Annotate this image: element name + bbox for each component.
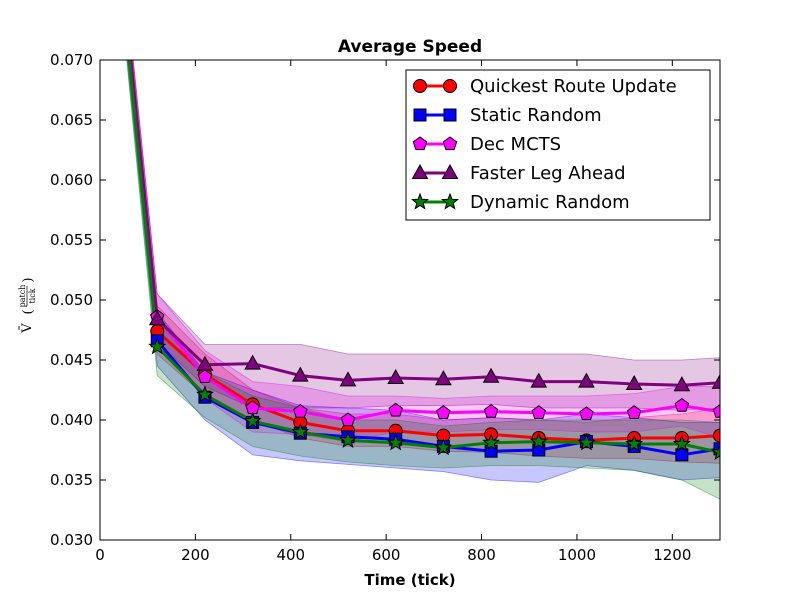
point-dynamic-random bbox=[195, 385, 214, 403]
legend-label-faster-leg-ahead: Faster Leg Ahead bbox=[470, 163, 626, 184]
y-axis-label-numerator: patch bbox=[18, 285, 27, 308]
x-tick-label: 1000 bbox=[558, 546, 596, 564]
legend-marker-quickest-route-update bbox=[443, 79, 457, 93]
point-dec-mcts bbox=[531, 405, 547, 419]
point-dynamic-random bbox=[291, 422, 310, 440]
y-tick-label: 0.030 bbox=[50, 531, 93, 549]
point-dynamic-random bbox=[148, 337, 167, 355]
y-tick-label: 0.055 bbox=[50, 231, 93, 249]
point-static-random bbox=[713, 442, 720, 456]
x-tick-label: 400 bbox=[276, 546, 305, 564]
point-dec-mcts bbox=[483, 403, 499, 418]
legend-marker-dec-mcts bbox=[412, 136, 428, 151]
point-dec-mcts bbox=[340, 412, 356, 427]
point-quickest-route-update bbox=[713, 428, 720, 443]
point-faster-leg-ahead bbox=[387, 368, 405, 384]
legend-label-quickest-route-update: Quickest Route Update bbox=[470, 76, 677, 97]
point-faster-leg-ahead bbox=[625, 374, 643, 390]
legend-marker-faster-leg-ahead bbox=[411, 163, 429, 179]
y-tick-label: 0.060 bbox=[50, 171, 93, 189]
x-axis-label: Time (tick) bbox=[364, 571, 455, 589]
point-dynamic-random bbox=[434, 438, 453, 456]
point-dynamic-random bbox=[672, 434, 691, 452]
series-line-static-random bbox=[128, 60, 720, 457]
x-tick-label: 800 bbox=[467, 546, 496, 564]
point-dec-mcts bbox=[436, 405, 451, 419]
band-dec-mcts bbox=[128, 60, 720, 443]
point-dynamic-random bbox=[386, 433, 405, 451]
legend-marker-static-random bbox=[443, 108, 457, 122]
y-axis-label-symbol: V̄ bbox=[19, 323, 35, 334]
point-faster-leg-ahead bbox=[435, 370, 452, 386]
point-dec-mcts bbox=[197, 369, 213, 383]
point-faster-leg-ahead bbox=[673, 376, 691, 392]
point-dec-mcts bbox=[674, 397, 690, 412]
series-line-dec-mcts bbox=[129, 60, 720, 422]
svg-text:(: ( bbox=[21, 309, 36, 314]
point-dynamic-random bbox=[339, 430, 357, 449]
y-tick-label: 0.065 bbox=[50, 111, 93, 129]
point-static-random bbox=[675, 448, 689, 462]
legend-marker-static-random bbox=[413, 108, 427, 122]
legend-marker-dynamic-random bbox=[411, 192, 429, 210]
point-dynamic-random bbox=[711, 442, 720, 461]
legend-label-dynamic-random: Dynamic Random bbox=[470, 192, 630, 213]
series-line-quickest-route-update bbox=[128, 60, 720, 442]
point-dynamic-random bbox=[577, 433, 596, 451]
point-dynamic-random bbox=[529, 432, 548, 450]
point-faster-leg-ahead bbox=[291, 366, 309, 382]
y-axis-label-denominator: tick bbox=[28, 288, 37, 303]
band-quickest-route-update bbox=[127, 60, 720, 464]
point-dec-mcts bbox=[626, 405, 642, 419]
band-static-random bbox=[126, 60, 720, 483]
legend-box bbox=[405, 69, 711, 221]
point-dec-mcts bbox=[712, 403, 720, 418]
legend-label-static-random: Static Random bbox=[470, 105, 602, 126]
legend-label-dec-mcts: Dec MCTS bbox=[470, 134, 561, 155]
y-tick-label: 0.050 bbox=[50, 291, 93, 309]
series-line-faster-leg-ahead bbox=[129, 60, 720, 387]
point-faster-leg-ahead bbox=[530, 372, 548, 388]
svg-text:): ) bbox=[21, 277, 36, 282]
point-dec-mcts bbox=[293, 403, 308, 418]
point-faster-leg-ahead bbox=[339, 371, 357, 387]
y-tick-label: 0.040 bbox=[50, 411, 93, 429]
series-line-dynamic-random bbox=[127, 60, 720, 454]
band-faster-leg-ahead bbox=[127, 60, 720, 411]
point-faster-leg-ahead bbox=[711, 373, 720, 389]
point-faster-leg-ahead bbox=[196, 355, 214, 371]
point-dec-mcts bbox=[388, 402, 403, 417]
y-axis-label: V̄ ( patch tick ) bbox=[18, 277, 37, 333]
y-tick-label: 0.035 bbox=[50, 471, 93, 489]
point-faster-leg-ahead bbox=[578, 372, 595, 388]
x-tick-label: 200 bbox=[181, 546, 210, 564]
legend-marker-quickest-route-update bbox=[413, 79, 427, 93]
legend-marker-dec-mcts bbox=[442, 136, 458, 151]
legend-marker-dynamic-random bbox=[441, 192, 459, 210]
x-tick-label: 1200 bbox=[653, 546, 691, 564]
point-dec-mcts bbox=[579, 406, 594, 421]
x-tick-label: 600 bbox=[372, 546, 401, 564]
x-tick-label: 0 bbox=[95, 546, 105, 564]
point-dynamic-random bbox=[482, 433, 501, 451]
point-faster-leg-ahead bbox=[244, 354, 261, 370]
y-tick-label: 0.045 bbox=[50, 351, 93, 369]
point-dynamic-random bbox=[625, 434, 644, 452]
point-faster-leg-ahead bbox=[148, 310, 166, 326]
legend: Quickest Route Update Static Random Dec MC… bbox=[405, 69, 711, 221]
chart-title: Average Speed bbox=[338, 37, 482, 57]
y-tick-label: 0.070 bbox=[50, 51, 93, 69]
point-faster-leg-ahead bbox=[482, 367, 500, 383]
legend-marker-faster-leg-ahead bbox=[441, 163, 459, 179]
point-dynamic-random bbox=[243, 411, 262, 429]
